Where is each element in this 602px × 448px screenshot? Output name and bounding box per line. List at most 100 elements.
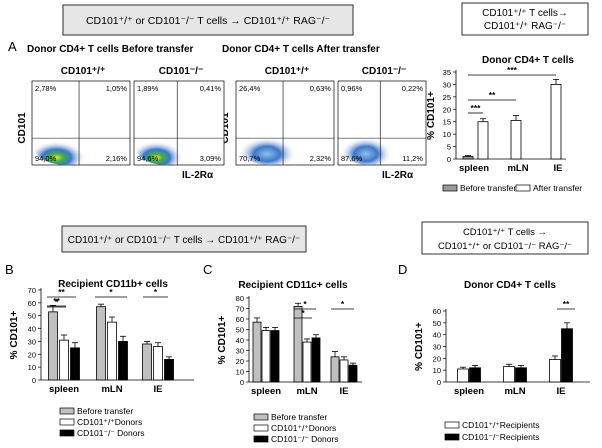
chart-title: Recipient CD11c+ cells <box>238 280 348 291</box>
bar <box>96 306 106 381</box>
legend-label: Before transfer <box>460 183 516 193</box>
chart-title: Recipient CD11b+ cells <box>58 279 168 290</box>
y-tick-label: 0 <box>240 378 244 387</box>
y-tick-label: 20 <box>236 357 244 366</box>
x-tick-label: mLN <box>296 386 317 397</box>
legend-swatch <box>444 433 460 441</box>
bar <box>302 341 312 383</box>
flow-plot-label: CD101⁺/⁺ <box>61 66 105 77</box>
flow-xlabel-left: IL-2Rα <box>182 170 214 181</box>
bar <box>457 368 469 383</box>
legend-label: CD101⁻/⁻ Donors <box>271 434 339 444</box>
y-tick-label: 40 <box>433 331 441 340</box>
y-axis-label: % CD101+ <box>217 316 228 365</box>
y-tick-label: 50 <box>236 326 244 335</box>
significance-label: * <box>55 297 59 307</box>
legend-swatch <box>59 429 75 437</box>
chart-a-donor-cd4: Donor CD4+ T cells % CD101+ 0 5 10 15 20 25 30 35… <box>426 55 582 193</box>
legend-label: CD101⁺/⁺Recipients <box>462 420 539 430</box>
flow-quadrant-ul: 0,96% <box>341 84 363 93</box>
banner-top-right-l1: CD101⁺/⁺ T cells→ <box>482 8 568 19</box>
x-tick-label: spleen <box>459 163 489 174</box>
flow-ylabel-left: CD101 <box>17 112 28 144</box>
legend-swatch <box>515 184 531 192</box>
y-tick-label: 70 <box>236 305 244 314</box>
y-tick-label: 20 <box>443 105 451 114</box>
y-axis-label: % CD101+ <box>9 311 20 360</box>
x-tick-label: mLN <box>504 386 525 397</box>
bar <box>503 366 515 383</box>
legend-label: After transfer <box>533 183 582 193</box>
flow-quadrant-ur: 0,22% <box>402 84 424 93</box>
significance-label: *** <box>471 103 482 113</box>
y-tick-label: 80 <box>236 294 244 303</box>
significance-label: * <box>109 287 113 297</box>
flow-title-after: Donor CD4+ T cells After transfer <box>222 44 380 55</box>
bar <box>252 321 262 383</box>
x-tick-label: IE <box>340 386 349 397</box>
bar <box>70 347 80 381</box>
bar <box>510 120 522 160</box>
legend-label: CD101⁻/⁻ Donors <box>77 428 145 438</box>
bar <box>348 364 358 383</box>
flow-quadrant-ll: 70,7% <box>239 154 261 163</box>
flow-title-before: Donor CD4+ T cells Before transfer <box>27 44 194 55</box>
bar <box>550 84 562 160</box>
banner-mid-right-l1: CD101⁺/⁺ T cells → <box>463 227 547 238</box>
panel-letter-b: B <box>5 262 14 277</box>
flow-plot-label: CD101⁺/⁺ <box>265 66 309 77</box>
flow-quadrant-ur: 1,05% <box>106 84 128 93</box>
panel-letter-c: C <box>203 262 212 277</box>
significance-label: *** <box>507 65 518 75</box>
flow-ylabel-right: CD101 <box>220 112 231 144</box>
y-tick-label: 35 <box>443 68 451 77</box>
flow-plot-label: CD101⁻/⁻ <box>159 66 203 77</box>
y-tick-label: 20 <box>28 350 36 359</box>
legend-swatch <box>442 184 458 192</box>
chart-title: Donor CD4+ T cells <box>464 280 556 291</box>
banner-top-right-l2: CD101⁺/⁺ RAG⁻/⁻ <box>484 21 566 32</box>
y-axis-label: % CD101+ <box>426 91 437 140</box>
legend-swatch <box>444 421 460 429</box>
flow-xlabel-right: IL-2Rα <box>382 170 414 181</box>
x-tick-label: IE <box>554 163 563 174</box>
banner-mid-right-box <box>421 221 589 255</box>
legend-label: Before transfer <box>77 406 133 416</box>
y-tick-label: 10 <box>236 368 244 377</box>
panel-letter-d: D <box>398 262 407 277</box>
legend-swatch <box>253 435 269 443</box>
flow-plot-density <box>237 128 303 165</box>
flow-quadrant-ur: 0,63% <box>310 84 332 93</box>
bar <box>107 321 117 381</box>
flow-quadrant-ll: 94,0% <box>35 154 57 163</box>
y-tick-label: 60 <box>433 307 441 316</box>
y-tick-label: 40 <box>236 336 244 345</box>
y-tick-label: 0 <box>32 376 36 385</box>
significance-label: ** <box>563 299 570 309</box>
chart-d-donor-cd4: Donor CD4+ T cells % CD101+ 0 10 20 30 40 50 60 s… <box>414 280 590 442</box>
chart-b-cd11b: Recipient CD11b+ cells % CD101+ 0 10 20 30 40 5… <box>9 279 194 438</box>
significance-label: ** <box>53 296 60 306</box>
y-tick-label: 10 <box>443 130 451 139</box>
y-tick-label: 40 <box>28 325 36 334</box>
bar <box>515 367 527 383</box>
bar <box>311 337 321 383</box>
y-tick-label: 15 <box>443 118 451 127</box>
chart-title: Donor CD4+ T cells <box>482 55 574 66</box>
flow-quadrant-ur: 0,41% <box>200 84 222 93</box>
flow-quadrant-ul: 1,89% <box>137 84 159 93</box>
bar <box>469 367 481 383</box>
flow-quadrant-lr: 11,2% <box>402 154 423 163</box>
flow-quadrant-lr: 2,32% <box>310 154 332 163</box>
y-tick-label: 0 <box>437 378 441 387</box>
legend-label: CD101⁻/⁻Recipients <box>462 432 539 442</box>
flow-quadrant-ll: 94,6% <box>137 154 159 163</box>
y-tick-label: 50 <box>433 319 441 328</box>
flow-plots: CD101⁺/⁺2,78% 1,05%94,0% 2,16%CD101⁻/⁻1,89… <box>31 66 427 166</box>
y-tick-label: 20 <box>433 354 441 363</box>
x-tick-label: spleen <box>251 386 281 397</box>
legend-label: Before transfer <box>271 412 327 422</box>
banner-top-right-box <box>461 2 589 36</box>
